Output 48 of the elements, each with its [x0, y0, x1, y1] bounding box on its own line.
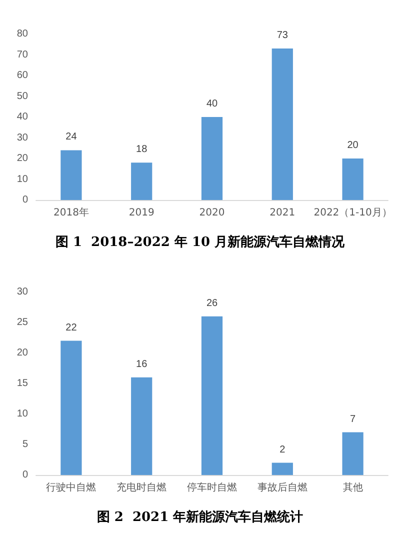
data-label: 22	[66, 322, 78, 334]
y-tick-label: 5	[22, 439, 28, 450]
bar	[131, 377, 152, 475]
data-label: 20	[347, 140, 359, 151]
bar	[342, 158, 364, 200]
bar	[272, 48, 293, 200]
bar	[60, 340, 82, 475]
x-tick-label: 2019	[128, 208, 154, 218]
x-tick-label: 行驶中自燃	[46, 482, 96, 494]
bar	[201, 316, 223, 475]
text: 图 1 2018–2022 年 10 月新能源汽车自燃情况	[55, 234, 346, 250]
data-label: 16	[136, 358, 148, 370]
y-tick-label: 15	[16, 378, 28, 389]
data-label: 18	[136, 144, 148, 156]
data-label: 73	[276, 30, 288, 42]
y-tick-label: 30	[16, 132, 28, 144]
x-tick-label: 2020	[199, 208, 225, 218]
y-tick-label: 30	[16, 286, 28, 298]
x-tick-label: 停车时自燃	[187, 482, 237, 494]
y-tick-label: 60	[16, 70, 28, 81]
y-tick-label: 0	[22, 470, 28, 480]
x-tick-label: 事故后自燃	[257, 482, 308, 494]
x-tick-label: 其他	[342, 482, 363, 494]
data-label: 24	[66, 132, 78, 143]
bar	[342, 432, 364, 475]
y-tick-label: 40	[16, 112, 28, 122]
y-tick-label: 10	[16, 408, 28, 420]
x-tick-label: 2021	[270, 208, 296, 218]
y-tick-label: 25	[16, 317, 28, 328]
y-tick-label: 0	[22, 194, 28, 206]
y-tick-label: 70	[16, 49, 28, 60]
data-label: 2	[280, 444, 286, 456]
x-tick-label: 2022（1-10月）	[314, 208, 392, 218]
y-tick-label: 50	[16, 90, 28, 102]
y-tick-label: 20	[16, 153, 28, 164]
x-tick-label: 充电时自燃	[116, 482, 167, 494]
bar	[272, 462, 293, 475]
y-tick-label: 80	[16, 28, 28, 40]
data-label: 40	[206, 98, 218, 110]
text: 图 2 2021 年新能源汽车自燃统计	[96, 509, 304, 525]
y-tick-label: 20	[16, 348, 28, 358]
x-tick-label: 2018年	[53, 206, 89, 218]
data-label: 26	[206, 298, 218, 309]
bar	[201, 117, 223, 200]
y-tick-label: 10	[16, 174, 28, 185]
data-label: 7	[350, 414, 356, 425]
bar	[131, 162, 152, 200]
bar	[60, 150, 82, 200]
